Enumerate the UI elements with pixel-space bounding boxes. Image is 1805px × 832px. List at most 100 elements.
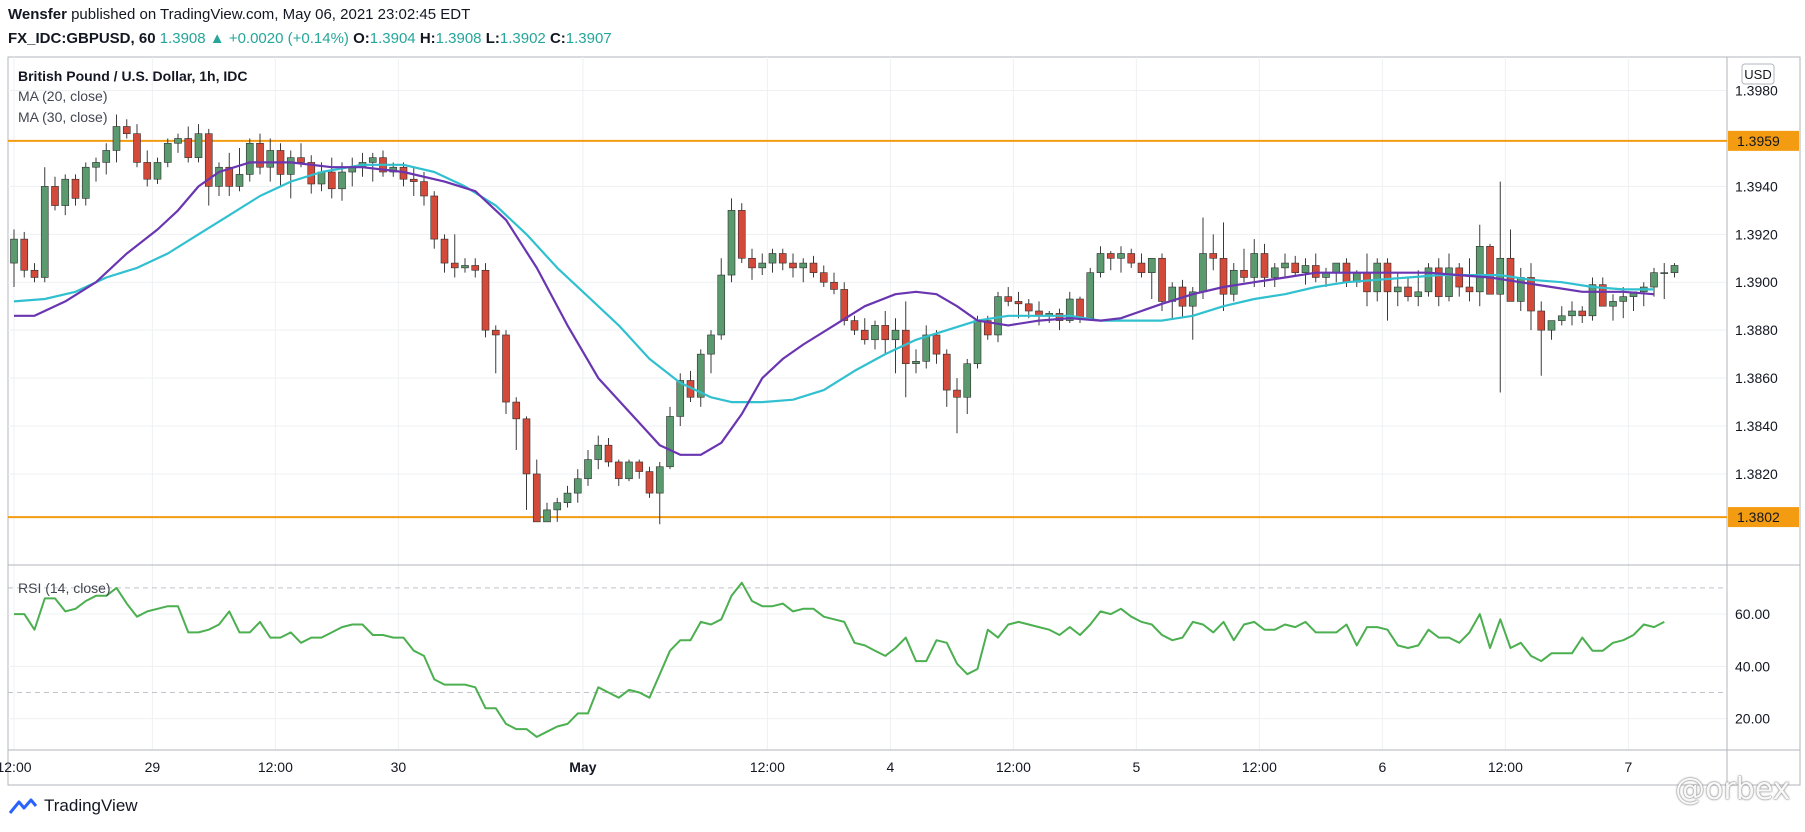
tradingview-logo[interactable]: TradingView <box>8 796 138 816</box>
watermark: @orbex <box>1675 772 1791 807</box>
candle-body <box>112 126 121 151</box>
candle-body <box>1127 253 1136 264</box>
candle-body <box>1199 253 1207 293</box>
candle-body <box>409 178 418 182</box>
currency-badge-label: USD <box>1744 67 1771 82</box>
candle-body <box>1557 315 1566 321</box>
candle-body <box>338 171 346 190</box>
candle-body <box>1404 286 1412 297</box>
rsi-legend[interactable]: RSI (14, close) <box>18 580 111 596</box>
candle-body <box>1106 253 1115 259</box>
candle-body <box>1650 272 1658 288</box>
candle-body <box>471 265 480 271</box>
y-tick-label: 1.3820 <box>1735 466 1778 482</box>
candle-body <box>1475 246 1484 293</box>
candle-body <box>297 157 305 163</box>
candle-body <box>1568 310 1576 317</box>
candle-body <box>502 334 510 403</box>
candle-body <box>512 401 521 420</box>
x-tick-label: 7 <box>1624 759 1632 775</box>
x-tick-label: 4 <box>886 759 894 775</box>
brand-label: TradingView <box>44 796 138 815</box>
candle-body <box>1250 253 1259 278</box>
candle-body <box>1240 269 1248 278</box>
x-tick-label: 30 <box>391 759 407 775</box>
candle-body <box>707 334 715 355</box>
candle-body <box>92 162 100 168</box>
candle-body <box>1158 257 1166 302</box>
candle-body <box>61 178 70 206</box>
high-label: H: <box>419 30 436 47</box>
candle-body <box>286 157 295 175</box>
candle-body <box>1086 272 1095 319</box>
candle-body <box>522 418 531 475</box>
candle-body <box>153 162 162 180</box>
candle-body <box>1229 269 1238 295</box>
candle-body <box>1147 257 1156 273</box>
candle-body <box>235 174 244 187</box>
candle-body <box>481 269 490 331</box>
y-tick-label: 1.3940 <box>1735 178 1778 194</box>
x-tick-label: 12:00 <box>996 759 1031 775</box>
candle-body <box>1270 267 1279 278</box>
candle-body <box>1311 265 1320 278</box>
candle-body <box>174 138 182 144</box>
candle-body <box>922 334 931 362</box>
candle-body <box>1383 262 1392 293</box>
x-tick-label: May <box>569 759 596 775</box>
candle-body <box>768 253 777 264</box>
candle-body <box>881 325 890 341</box>
candle-body <box>1291 262 1300 273</box>
candle-body <box>194 133 203 158</box>
candle-body <box>122 126 131 134</box>
candle-body <box>368 157 377 163</box>
candle-body <box>942 353 951 391</box>
candle-body <box>953 389 961 398</box>
candle-body <box>850 320 859 331</box>
level-price-label: 1.3959 <box>1737 133 1780 149</box>
ma30-line <box>13 163 1654 404</box>
candle-body <box>717 274 726 336</box>
candle-body <box>1373 262 1382 293</box>
close-label: C: <box>549 30 566 47</box>
candle-body <box>912 361 920 365</box>
x-tick-label: 12:00 <box>1242 759 1277 775</box>
candle-body <box>256 142 264 168</box>
candle-body <box>614 461 623 480</box>
ma20-legend[interactable]: MA (20, close) <box>18 88 108 104</box>
candle-body <box>1455 267 1464 288</box>
candle-body <box>635 461 644 472</box>
candle-body <box>819 272 828 283</box>
candle-body <box>891 329 900 341</box>
candle-body <box>163 142 172 163</box>
candle-body <box>830 281 838 290</box>
ma20-line <box>14 161 1655 456</box>
candle-body <box>553 502 562 511</box>
price-change: +0.0020 (+0.14%) <box>228 30 349 47</box>
publication-header: Wensfer published on TradingView.com, Ma… <box>8 6 470 23</box>
candle-body <box>1065 298 1074 321</box>
candle-body <box>932 334 941 355</box>
candle-body <box>645 471 654 494</box>
x-tick-label: 6 <box>1378 759 1386 775</box>
candle-body <box>71 178 80 199</box>
candle-body <box>1609 301 1617 307</box>
candle-body <box>440 238 449 264</box>
candle-body <box>758 262 767 269</box>
candle-body <box>1660 272 1669 274</box>
author-name[interactable]: Wensfer <box>8 6 67 23</box>
candle-body <box>420 181 428 197</box>
high-value: 1.3908 <box>435 30 482 47</box>
candle-body <box>1117 253 1125 259</box>
candle-body <box>809 262 818 273</box>
up-arrow-icon: ▲ <box>209 30 225 47</box>
candle-body <box>225 166 234 187</box>
candle-body <box>696 353 705 398</box>
symbol-label[interactable]: FX_IDC:GBPUSD, 60 <box>8 30 156 47</box>
ma30-legend[interactable]: MA (30, close) <box>18 109 108 125</box>
candle-body <box>871 325 879 341</box>
candle-body <box>184 138 193 158</box>
published-text: published on TradingView.com, May 06, 20… <box>71 6 471 23</box>
candle-body <box>1619 296 1628 302</box>
